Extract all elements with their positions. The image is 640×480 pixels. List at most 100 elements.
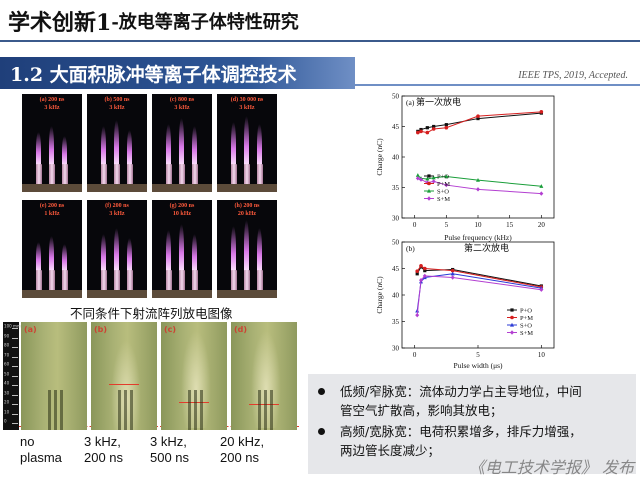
jet-column [264, 390, 267, 430]
jet-tube [230, 164, 237, 186]
electrode-base [152, 290, 212, 298]
plume-marker-line [109, 384, 139, 385]
plasma-jet [62, 136, 67, 166]
data-point [444, 125, 449, 130]
chart-title: 第一次放电 [416, 96, 461, 107]
data-point [539, 184, 544, 188]
plasma-jet [114, 120, 119, 166]
jet-tube [256, 270, 263, 292]
schlieren-condition: 20 kHz, 200 ns [220, 434, 265, 465]
ruler-tick [12, 423, 18, 424]
data-point [425, 126, 429, 130]
jet-tube [48, 270, 55, 292]
discharge-photo-label: (c) 800 ns 3 kHz [169, 97, 195, 111]
data-point [415, 176, 420, 181]
jet-tube [126, 164, 133, 186]
discharge-photo-label: (e) 200 ns 1 kHz [39, 203, 65, 217]
data-point [419, 129, 423, 134]
jet-tube [243, 270, 250, 292]
data-point [422, 273, 427, 279]
data-point [539, 191, 544, 196]
ruler-tick-label: 40 [4, 382, 10, 387]
chart-svg: 0 5 10 30 35 40 45 50 Pulse width (μs) Charge (nC… [375, 239, 555, 370]
ruler-tick-label: 20 [4, 401, 10, 406]
legend-label: P+M [520, 315, 533, 322]
bullet-dot-icon [318, 428, 325, 435]
plasma-jet [114, 228, 119, 272]
findings-box: 低频/窄脉宽：流体动力学占主导地位，中间 管空气扩散高，影响其放电； 高频/宽脉… [308, 374, 636, 474]
discharge-photo: (b) 500 ns 3 kHz [87, 94, 147, 192]
chart-first-discharge: 0 5 10 15 20 30 35 40 45 50 Pulse frequency (kHz) C… [372, 92, 562, 242]
data-point [415, 269, 419, 273]
jet-column [130, 390, 133, 430]
y-tick-label: 30 [392, 345, 400, 353]
x-tick-label: 0 [413, 351, 417, 359]
discharge-photo: (a) 200 ns 3 kHz [22, 94, 82, 192]
plasma-jet [244, 116, 249, 166]
citation: IEEE TPS, 2019, Accepted. [518, 70, 628, 81]
ruler-tick [12, 404, 18, 405]
discharge-photo-label: (g) 200 ns 10 kHz [169, 203, 195, 217]
discharge-photo: (e) 200 ns 1 kHz [22, 200, 82, 298]
data-point [432, 124, 436, 129]
data-point [510, 330, 514, 335]
schlieren-condition: 3 kHz, 200 ns [84, 434, 124, 465]
plasma-jet [49, 126, 54, 166]
ruler-tick [12, 356, 18, 358]
data-point [539, 110, 544, 114]
jet-tube [100, 164, 107, 186]
data-point [476, 116, 480, 121]
discharge-photo-label: (b) 500 ns 3 kHz [104, 97, 130, 111]
series-line [416, 273, 542, 311]
plasma-jet [62, 244, 67, 272]
jet-tube [191, 164, 198, 186]
data-point [415, 312, 420, 318]
legend-label: P+M [437, 181, 450, 188]
jet-tube [35, 270, 42, 292]
jet-tube [48, 164, 55, 186]
x-tick-label: 5 [476, 351, 480, 359]
schlieren-panel: (c) [161, 322, 227, 430]
ruler-tick-label: 60 [4, 363, 10, 368]
finding-item: 低频/窄脉宽：流体动力学占主导地位，中间 管空气扩散高，影响其放电； [318, 382, 630, 420]
y-tick-label: 40 [392, 154, 400, 162]
legend-label: S+O [520, 322, 532, 329]
chart-title: 第二次放电 [464, 242, 509, 253]
data-point [416, 130, 420, 135]
x-axis-label: Pulse width (μs) [453, 361, 503, 370]
jet-column [188, 390, 191, 430]
ruler-tick [12, 394, 18, 396]
ruler-tick [12, 366, 18, 367]
x-tick-label: 5 [445, 221, 449, 229]
schlieren-panel-label: (b) [94, 325, 108, 334]
data-point [510, 308, 514, 312]
schlieren-panel: (d) [231, 322, 297, 430]
ruler-tick-label: 10 [4, 410, 10, 416]
ruler-tick [12, 413, 18, 415]
finding-line: 低频/窄脉宽：流体动力学占主导地位，中间 [340, 384, 582, 399]
data-point [476, 177, 480, 182]
legend-label: S+M [520, 330, 533, 337]
chart-svg: 0 5 10 15 20 30 35 40 45 50 Pulse frequency (kHz) C… [375, 93, 555, 242]
ruler-tick [12, 385, 18, 386]
discharge-photo: (d) 30 000 ns 3 kHz [217, 94, 277, 192]
ruler-tick-label: 0 [4, 420, 7, 425]
plasma-jet [231, 226, 236, 272]
discharge-photo-label: (h) 200 ns 20 kHz [234, 203, 260, 217]
plasma-jet [179, 118, 184, 166]
ruler-tick [12, 347, 18, 348]
data-point [444, 182, 449, 188]
data-point [427, 181, 431, 186]
jet-tube [100, 270, 107, 292]
x-tick-label: 0 [413, 221, 417, 229]
plasma-jet [127, 130, 132, 166]
panel-label: (a) [406, 98, 415, 107]
ruler-tick-label: 30 [4, 391, 10, 397]
y-axis-label: Charge (nC) [375, 276, 384, 314]
jet-tube [126, 270, 133, 292]
data-point [419, 127, 423, 132]
jet-tube [256, 164, 263, 186]
data-point [431, 127, 436, 131]
data-point [444, 174, 449, 179]
x-tick-label: 15 [506, 221, 514, 229]
